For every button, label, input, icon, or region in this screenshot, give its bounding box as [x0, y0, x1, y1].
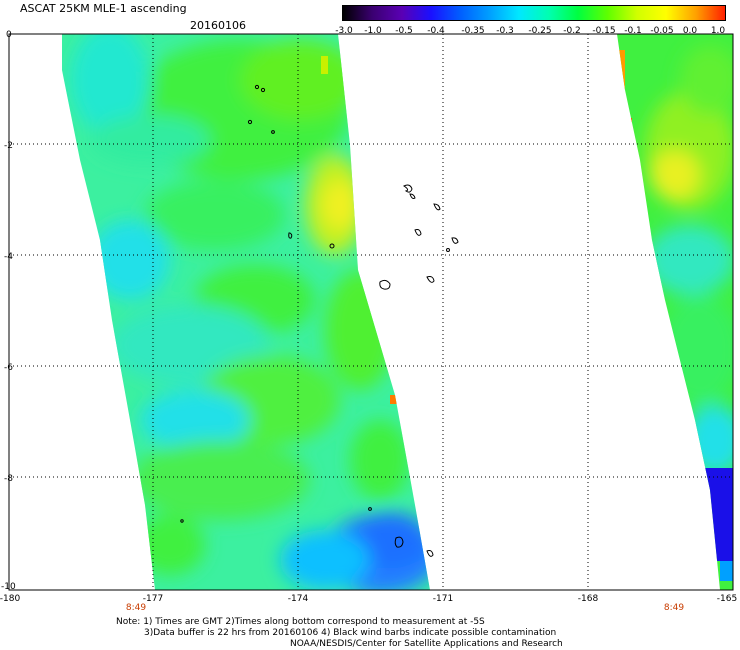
product-title: ASCAT 25KM MLE-1 ascending: [20, 2, 187, 15]
colorbar-label: -0.3: [496, 26, 514, 36]
lat-axis: 0 -2 -4 -6 -8 -10: [1, 30, 16, 592]
eastern-swath: [617, 34, 733, 590]
map-frame: [8, 33, 734, 591]
colorbar-segment: [460, 6, 490, 20]
colorbar-segment: [489, 6, 520, 20]
colorbar-label: -0.35: [461, 26, 485, 36]
colorbar-label: -1.0: [364, 26, 382, 36]
island-outlines: [180, 84, 459, 557]
colorbar-segment: [666, 6, 696, 20]
lon-tick: -168: [578, 594, 599, 604]
lat-tick: -6: [4, 363, 13, 373]
lat-tick: -2: [4, 141, 13, 151]
colorbar-label: 0.0: [682, 26, 698, 36]
lon-tick: -165: [717, 594, 737, 604]
colorbar-label: -0.05: [650, 26, 674, 36]
footer-note-line2: 3)Data buffer is 22 hrs from 20160106 4)…: [144, 628, 557, 638]
pass-time-west: 8:49: [126, 603, 146, 613]
colorbar: [342, 5, 726, 21]
colorbar-segment: [519, 6, 549, 20]
colorbar-label: -0.5: [395, 26, 413, 36]
colorbar-segment: [431, 6, 461, 20]
lat-tick: -8: [4, 474, 13, 484]
lat-tick: -10: [1, 582, 16, 592]
colorbar-segment: [548, 6, 579, 20]
colorbar-label: 1.0: [710, 26, 726, 36]
colorbar-segment: [343, 6, 373, 20]
lon-tick: -174: [288, 594, 309, 604]
western-swath: [62, 34, 430, 590]
lat-tick: -4: [4, 252, 13, 262]
colorbar-label: -0.1: [624, 26, 642, 36]
colorbar-segment: [578, 6, 608, 20]
colorbar-label: -0.25: [528, 26, 552, 36]
lon-axis: -180 -177 -174 -171 -168 -165: [0, 594, 737, 604]
lon-tick: -171: [433, 594, 453, 604]
colorbar-label: -0.2: [563, 26, 581, 36]
pass-time-east: 8:49: [664, 603, 684, 613]
colorbar-segment: [695, 6, 726, 20]
colorbar-segment: [636, 6, 667, 20]
colorbar-label: -0.15: [592, 26, 616, 36]
lon-tick: -177: [143, 594, 163, 604]
footer-credit: NOAA/NESDIS/Center for Satellite Applica…: [290, 639, 563, 649]
colorbar-label: -3.0: [335, 26, 353, 36]
colorbar-segment: [372, 6, 402, 20]
map-grid: [9, 34, 733, 590]
colorbar-segment: [607, 6, 637, 20]
product-date: 20160106: [190, 19, 246, 32]
colorbar-segment: [401, 6, 432, 20]
lat-tick: 0: [6, 30, 12, 40]
lon-tick: -180: [0, 594, 20, 604]
footer-note-line1: Note: 1) Times are GMT 2)Times along bot…: [116, 617, 485, 627]
colorbar-label: -0.4: [427, 26, 445, 36]
